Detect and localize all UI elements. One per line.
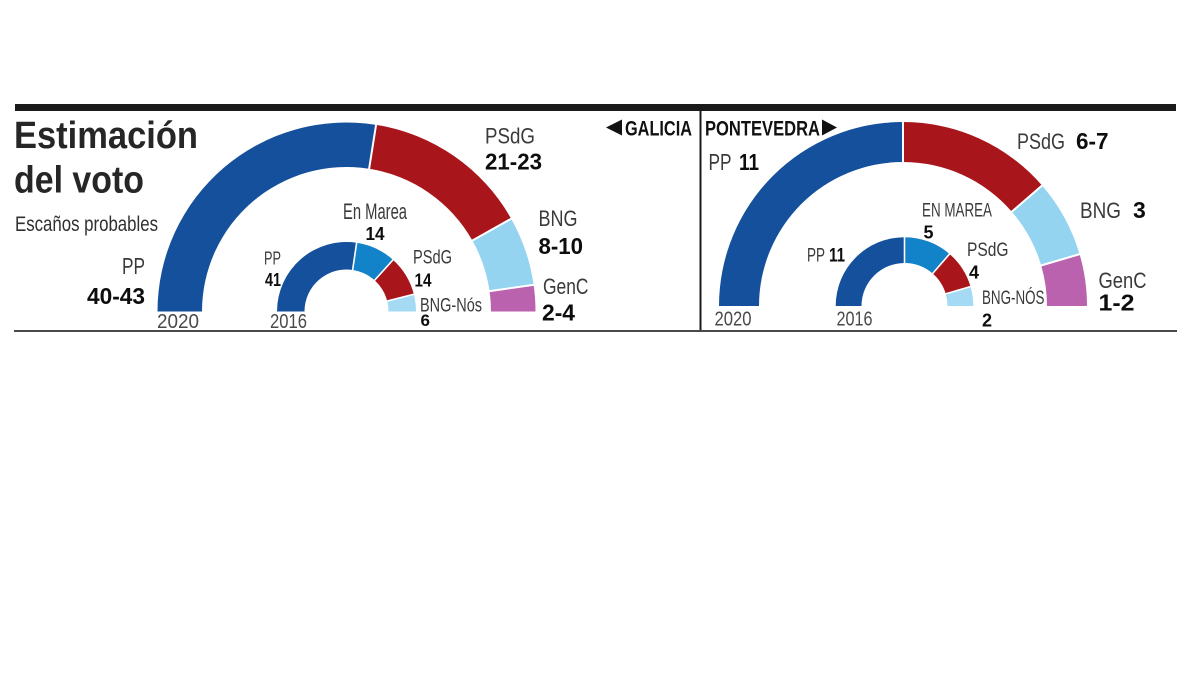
- svg-text:BNG-Nós: BNG-Nós: [420, 296, 482, 317]
- svg-text:2016: 2016: [837, 309, 873, 331]
- svg-text:14: 14: [366, 224, 385, 244]
- svg-text:5: 5: [924, 223, 934, 243]
- svg-text:GALICIA: GALICIA: [625, 118, 692, 141]
- svg-text:6-7: 6-7: [1076, 128, 1109, 154]
- svg-text:PP: PP: [807, 246, 825, 267]
- svg-text:BNG-NÓS: BNG-NÓS: [982, 287, 1045, 309]
- svg-text:PP: PP: [264, 249, 281, 269]
- svg-text:PP: PP: [122, 253, 145, 279]
- svg-text:En Marea: En Marea: [343, 199, 408, 224]
- svg-text:8-10: 8-10: [539, 233, 584, 259]
- svg-text:4: 4: [969, 263, 979, 283]
- svg-text:14: 14: [415, 271, 432, 291]
- svg-text:GenC: GenC: [543, 274, 589, 299]
- svg-text:3: 3: [1133, 197, 1146, 223]
- svg-text:Escaños probables: Escaños probables: [15, 213, 158, 236]
- svg-text:40-43: 40-43: [87, 283, 145, 309]
- svg-text:PSdG: PSdG: [485, 124, 535, 149]
- svg-text:Estimación: Estimación: [14, 115, 198, 157]
- svg-text:11: 11: [739, 149, 759, 175]
- svg-text:PONTEVEDRA: PONTEVEDRA: [705, 118, 820, 141]
- svg-text:BNG: BNG: [539, 206, 578, 231]
- svg-text:PSdG: PSdG: [1017, 129, 1065, 154]
- svg-text:2020: 2020: [157, 311, 199, 333]
- svg-text:BNG: BNG: [1080, 198, 1121, 223]
- svg-text:11: 11: [829, 246, 845, 267]
- svg-text:GenC: GenC: [1099, 268, 1147, 293]
- svg-text:PP: PP: [709, 149, 732, 175]
- svg-text:PSdG: PSdG: [413, 248, 452, 269]
- svg-text:6: 6: [421, 311, 430, 330]
- svg-text:PSdG: PSdG: [967, 240, 1009, 261]
- svg-text:1-2: 1-2: [1099, 290, 1135, 316]
- svg-text:2: 2: [982, 311, 992, 331]
- svg-text:21-23: 21-23: [485, 149, 542, 175]
- svg-text:41: 41: [265, 270, 281, 290]
- svg-text:EN MAREA: EN MAREA: [922, 201, 992, 222]
- svg-text:2020: 2020: [715, 309, 752, 331]
- svg-text:2016: 2016: [270, 311, 307, 333]
- svg-text:del voto: del voto: [14, 160, 144, 202]
- svg-text:2-4: 2-4: [542, 300, 575, 326]
